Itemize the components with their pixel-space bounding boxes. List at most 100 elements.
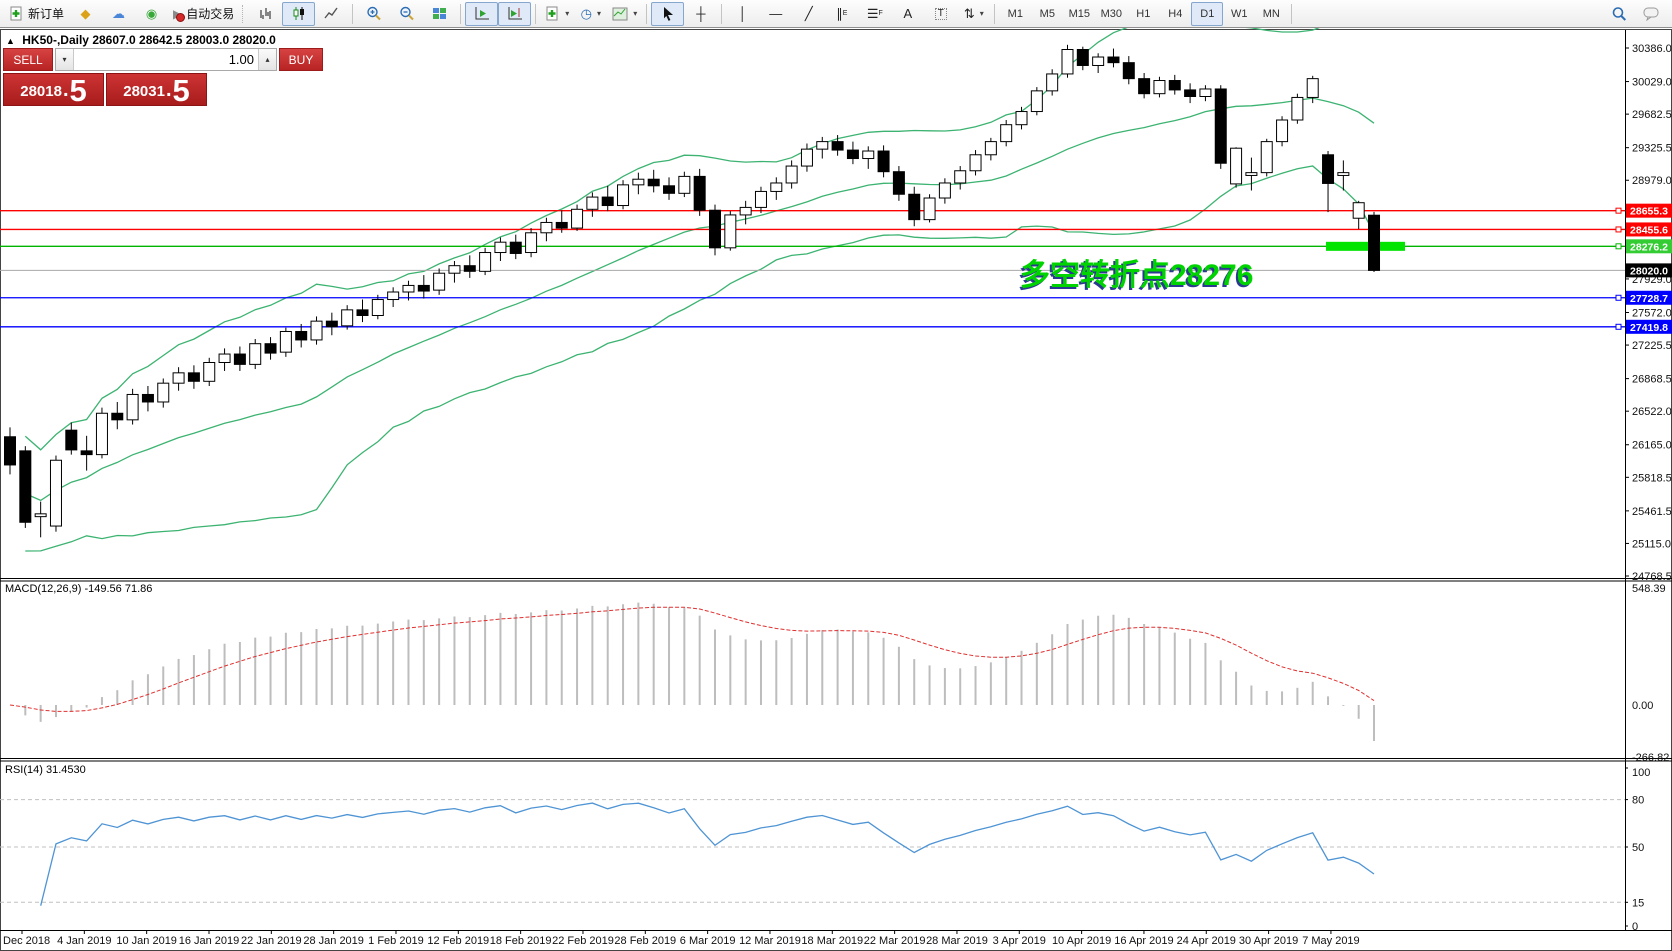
svg-text:27419.8: 27419.8 [1630,322,1668,334]
timeframe-m1-button[interactable]: M1 [1007,7,1023,20]
svg-text:0: 0 [1632,921,1638,933]
toolbar-separator [646,3,648,24]
sell-price[interactable]: 28018 . 5 [3,73,104,106]
candle [80,450,93,456]
autoscroll-button[interactable] [465,1,499,26]
pivot-highlight-bar[interactable] [1326,241,1405,251]
timeframe-d1-button[interactable]: D1 [1191,1,1224,26]
templates-button[interactable]: ▾ [607,2,642,26]
svg-text:6 Mar 2019: 6 Mar 2019 [680,935,736,947]
toolbar: 新订单 ◆ ☁ ◉ ▶ 自动交易 [0,0,1672,28]
hline-handle[interactable] [1615,294,1622,301]
new-chart-button[interactable]: ▾ [540,2,574,26]
text-label-button[interactable]: T [924,2,957,26]
candle [923,197,936,221]
equidistant-channel-button[interactable]: ∥ E [825,2,858,26]
hline-handle[interactable] [1615,323,1622,330]
hline-handle[interactable] [1615,207,1622,214]
dropdown-caret-icon: ▾ [633,9,638,18]
crosshair-button[interactable]: ┼ [684,2,717,26]
svg-text:27572.0: 27572.0 [1632,307,1672,319]
new-order-button[interactable]: 新订单 [4,2,69,26]
svg-text:12 Feb 2019: 12 Feb 2019 [427,935,489,947]
candle [1061,49,1074,75]
candle [601,196,614,207]
periods-button[interactable]: ◷ ▾ [574,2,607,26]
candle [249,343,262,365]
timeframe-h1-button[interactable]: H1 [1136,7,1151,20]
signals-button[interactable]: ◉ [135,2,168,26]
zoom-out-button[interactable] [390,2,423,26]
line-chart-button[interactable] [315,2,348,26]
timeframe-m5-button[interactable]: M5 [1039,7,1055,20]
svg-text:80: 80 [1632,795,1644,807]
timeframe-mn-button[interactable]: MN [1262,7,1280,20]
chart-annotation-text[interactable]: 多空转折点28276 [1020,259,1254,292]
buy-price[interactable]: 28031 . 5 [106,73,207,106]
toolbar-separator [352,3,354,24]
autotrading-button[interactable]: ▶ 自动交易 [168,2,239,26]
candle [785,165,798,184]
text-button[interactable]: A [891,2,924,26]
timeframe-m15-button[interactable]: M15 [1068,7,1090,20]
volume-decrease-button[interactable]: ▾ [56,49,74,70]
macd-indicator-label: MACD(12,26,9) -149.56 71.86 [5,583,153,595]
chart-shift-button[interactable] [498,1,532,26]
hline-handle[interactable] [1615,243,1622,250]
svg-text:28655.3: 28655.3 [1630,206,1668,218]
hline-handle[interactable] [1615,226,1622,233]
autoscroll-icon [474,6,490,21]
sell-button[interactable]: SELL [3,48,53,71]
cursor-button[interactable] [651,1,685,26]
chat-icon [1643,6,1660,21]
chat-button[interactable] [1635,2,1668,26]
buy-button[interactable]: BUY [279,48,323,71]
candlestick-chart-icon [291,6,306,21]
candle [555,221,568,229]
zoom-in-button[interactable] [357,2,390,26]
candle [448,265,461,274]
candle [1122,62,1135,80]
candle [1352,202,1365,219]
candle [233,353,246,365]
sell-price-big-digit: 5 [69,72,87,108]
trendline-button[interactable]: ╱ [792,2,825,26]
buy-price-dot: . [165,79,172,101]
volume-increase-button[interactable]: ▴ [258,49,276,70]
timeframe-h4-button[interactable]: H4 [1168,7,1183,20]
candle [724,214,737,249]
fibonacci-button[interactable]: ☰ F [858,2,891,26]
toolbar-separator [721,3,723,24]
collapse-panel-arrow-icon[interactable]: ▲ [6,36,15,46]
chart-frame [0,29,1672,951]
cursor-icon [661,6,675,21]
timeframe-m30-button[interactable]: M30 [1100,7,1122,20]
timeframe-w1-button[interactable]: W1 [1231,7,1248,20]
candle [1184,89,1197,98]
arrows-tool-button[interactable]: ⇅ ▾ [957,2,990,26]
candle [831,141,844,151]
svg-text:3 Apr 2019: 3 Apr 2019 [993,935,1046,947]
candle [310,320,323,341]
candle [1046,73,1059,92]
svg-text:25115.0: 25115.0 [1632,538,1671,550]
search-button[interactable] [1602,2,1635,26]
autotrading-icon: ▶ [173,8,186,22]
candle [739,206,752,216]
community-button[interactable]: ☁ [102,2,135,26]
candle [800,148,813,167]
volume-input[interactable] [74,49,258,70]
horizontal-line-button[interactable]: — [759,2,792,26]
candle [111,412,124,421]
tile-windows-button[interactable] [423,2,456,26]
metaeditor-button[interactable]: ◆ [69,2,102,26]
candlestick-chart-button[interactable] [282,1,316,26]
candle [387,291,400,301]
vertical-line-button[interactable]: │ [726,2,759,26]
svg-text:10 Jan 2019: 10 Jan 2019 [116,935,177,947]
toolbar-separator [460,3,462,24]
svg-text:15: 15 [1632,897,1644,909]
candle [494,241,507,254]
bar-chart-button[interactable] [249,2,282,26]
